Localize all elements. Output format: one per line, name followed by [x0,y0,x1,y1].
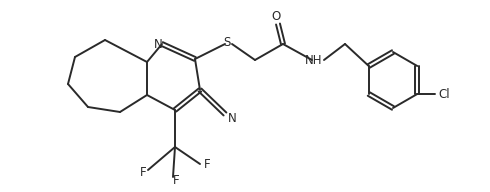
Text: S: S [223,36,231,50]
Text: Cl: Cl [439,88,450,100]
Text: O: O [271,9,281,22]
Text: F: F [172,174,179,186]
Text: F: F [204,157,210,170]
Text: N: N [154,38,162,51]
Text: F: F [140,166,147,179]
Text: NH: NH [305,55,323,68]
Text: N: N [228,113,236,126]
